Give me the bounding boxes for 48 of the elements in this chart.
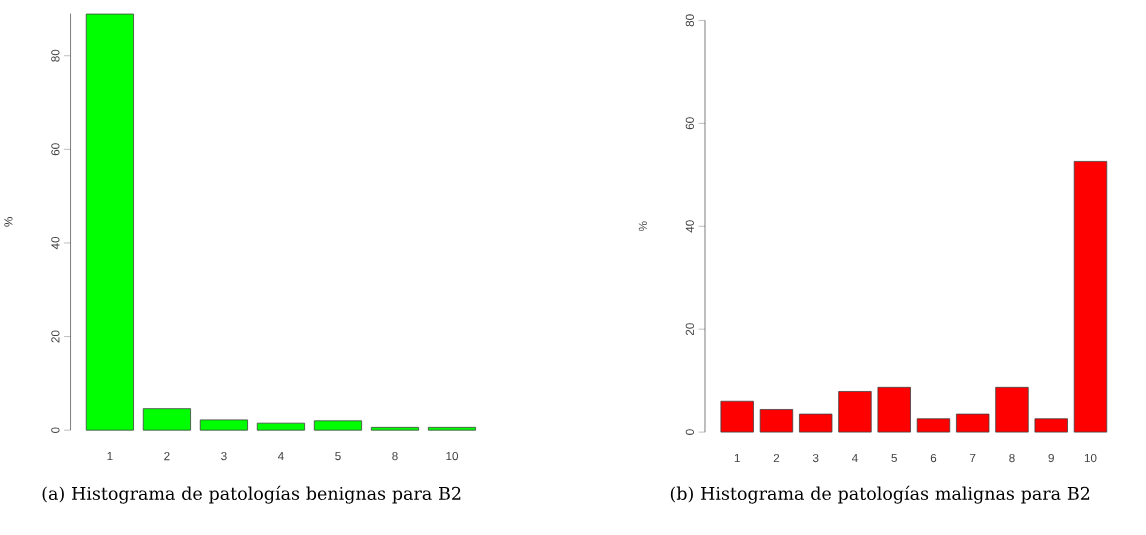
- y-tick-label: 80: [51, 49, 60, 62]
- bar: [759, 409, 794, 433]
- x-tick-label: 8: [1009, 453, 1015, 463]
- x-tick-label: 4: [851, 453, 858, 462]
- y-tick-label: 60: [685, 117, 694, 130]
- x-tick-label: 9: [1048, 453, 1054, 463]
- bar: [838, 391, 872, 433]
- bar: [427, 426, 477, 431]
- x-tick-label: 3: [221, 451, 227, 461]
- x-tick-label: 10: [446, 451, 459, 461]
- bar: [199, 419, 248, 431]
- y-axis-title: %: [4, 217, 13, 227]
- y-axis-title: %: [638, 221, 647, 232]
- bar: [313, 420, 363, 431]
- y-tick-label: 80: [685, 14, 694, 27]
- y-tick-label: 40: [51, 236, 60, 250]
- bar: [370, 426, 420, 431]
- x-tick-label: 5: [335, 451, 341, 461]
- x-tick-label: 10: [1084, 453, 1097, 463]
- y-tick-label: 40: [685, 220, 694, 233]
- x-tick-label: 5: [891, 453, 897, 463]
- bar: [916, 418, 951, 433]
- x-tick-label: 1: [107, 452, 113, 461]
- x-tick-label: 4: [277, 452, 284, 461]
- bar: [956, 413, 990, 433]
- x-tick-label: 3: [812, 453, 819, 463]
- x-tick-label: 6: [930, 453, 937, 463]
- bar: [720, 400, 754, 433]
- bar: [799, 413, 833, 433]
- x-tick-label: 1: [734, 453, 740, 462]
- bar: [85, 13, 134, 431]
- bar: [1034, 418, 1068, 433]
- x-tick-label: 8: [392, 451, 398, 461]
- bar: [995, 386, 1029, 433]
- x-tick-label: 2: [164, 451, 170, 461]
- y-tick-label: 20: [685, 323, 694, 336]
- bar: [1073, 161, 1108, 433]
- bar: [142, 408, 191, 431]
- x-tick-label: 7: [970, 453, 976, 462]
- text: (b) Histograma de patologías malignas para B2: [670, 485, 1090, 504]
- bar: [877, 386, 911, 433]
- text: (a) Histograma de patologías benignas para B2: [42, 485, 461, 504]
- y-tick-label: 0: [51, 427, 60, 433]
- y-tick-label: 60: [51, 143, 60, 156]
- bar: [256, 422, 305, 431]
- x-tick-label: 2: [773, 453, 780, 463]
- y-tick-label: 20: [51, 330, 60, 343]
- y-tick-label: 0: [685, 429, 694, 435]
